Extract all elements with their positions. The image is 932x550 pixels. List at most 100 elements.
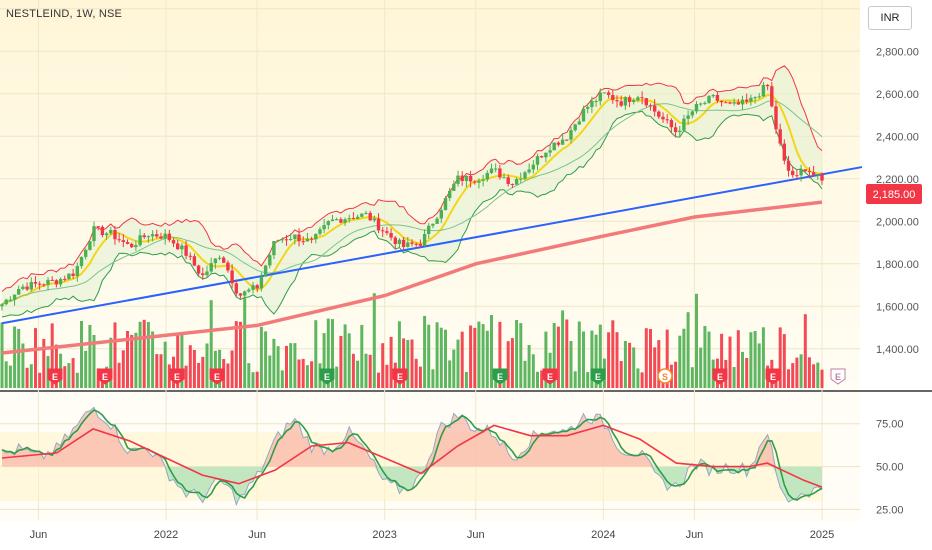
candle-body xyxy=(477,180,481,183)
volume-bar xyxy=(130,334,134,388)
candle-body xyxy=(686,115,690,119)
candle-body xyxy=(653,105,657,112)
volume-bar xyxy=(259,326,263,388)
candle-body xyxy=(724,102,728,104)
candle-body xyxy=(217,257,222,259)
candle-body xyxy=(443,198,448,211)
volume-bar xyxy=(414,358,418,388)
candle-body xyxy=(757,96,761,98)
volume-bar xyxy=(510,338,514,388)
candle-body xyxy=(21,286,25,289)
candle-body xyxy=(531,164,535,170)
time-axis[interactable]: Jun 2022 Jun 2023 Jun 2024 Jun 2025 xyxy=(30,529,835,541)
candle-body xyxy=(163,233,167,239)
price-tick-label: 2,800.00 xyxy=(876,46,919,58)
candle-body xyxy=(226,262,230,271)
volume-bar xyxy=(544,331,548,388)
earnings-marker xyxy=(765,368,781,385)
time-tick-label: Jun xyxy=(467,529,485,541)
time-tick-label: 2022 xyxy=(154,529,178,541)
candle-body xyxy=(171,240,176,244)
volume-bar xyxy=(590,330,594,388)
rsi-axis[interactable]: 25.00 50.00 75.00 xyxy=(876,419,904,517)
candle-body xyxy=(335,219,339,221)
candle-body xyxy=(263,265,268,277)
volume-bar xyxy=(289,343,293,388)
volume-bar xyxy=(816,362,820,388)
candle-body xyxy=(322,225,326,230)
volume-bar xyxy=(552,323,556,388)
volume-bar xyxy=(197,362,201,388)
volume-bar xyxy=(293,343,297,388)
volume-bar xyxy=(653,347,657,388)
volume-bar xyxy=(649,329,652,388)
candle-body xyxy=(782,143,786,161)
candle-body xyxy=(309,238,314,240)
candle-body xyxy=(339,219,343,223)
volume-bar xyxy=(276,346,280,388)
price-axis[interactable]: 1,400.00 1,600.00 1,800.00 2,000.00 2,200.00… xyxy=(876,46,919,356)
last-price-label: 2,185.00 xyxy=(866,184,922,204)
volume-bar xyxy=(377,372,380,388)
candle-body xyxy=(732,102,736,104)
currency-button[interactable]: INR xyxy=(868,6,912,30)
event-marker-label: E xyxy=(835,372,841,382)
volume-bar xyxy=(8,365,12,388)
candle-body xyxy=(548,150,552,153)
volume-bar xyxy=(201,356,205,388)
candle-body xyxy=(314,233,318,240)
price-tick-label: 2,400.00 xyxy=(876,131,919,143)
volume-bars xyxy=(0,293,824,388)
price-tick-label: 1,400.00 xyxy=(876,344,919,356)
candle-body xyxy=(644,98,648,106)
event-marker-label: E xyxy=(397,372,403,382)
candle-body xyxy=(581,108,586,122)
candle-body xyxy=(707,96,711,103)
price-tick-label: 2,200.00 xyxy=(876,174,919,186)
candle-body xyxy=(150,234,155,237)
volume-bar xyxy=(536,371,539,388)
candle-body xyxy=(134,245,138,248)
volume-bar xyxy=(628,342,632,388)
candle-body xyxy=(259,276,264,289)
volume-bar xyxy=(498,321,502,388)
candle-body xyxy=(786,160,791,171)
candle-body xyxy=(711,95,715,97)
candle-body xyxy=(590,101,594,107)
candle-body xyxy=(594,101,598,102)
volume-bar xyxy=(598,324,602,388)
price-candles xyxy=(0,81,824,311)
candle-body xyxy=(627,97,632,102)
candle-body xyxy=(293,234,297,239)
volume-bar xyxy=(460,331,464,388)
candle-body xyxy=(326,221,330,225)
volume-bar xyxy=(264,331,268,388)
candle-body xyxy=(422,234,427,246)
candle-body xyxy=(238,293,243,296)
candle-body xyxy=(673,127,678,133)
candle-body xyxy=(280,239,284,241)
trend-line xyxy=(1,166,863,325)
volume-bar xyxy=(761,327,765,388)
rsi-indicator xyxy=(0,406,823,507)
volume-bar xyxy=(54,344,58,388)
volume-bar xyxy=(741,351,744,388)
candle-body xyxy=(464,175,469,181)
candle-body xyxy=(598,92,602,102)
candle-body xyxy=(556,142,561,145)
volume-bar xyxy=(678,335,682,388)
volume-bar xyxy=(13,326,17,388)
volume-bar xyxy=(632,347,636,388)
candle-body xyxy=(284,239,289,241)
candle-body xyxy=(506,177,510,184)
candle-body xyxy=(364,212,368,214)
volume-bar xyxy=(573,371,577,388)
candle-body xyxy=(774,106,778,130)
rsi-line xyxy=(1,409,823,501)
volume-bar xyxy=(473,327,477,388)
volume-bar xyxy=(594,334,598,388)
volume-bar xyxy=(757,343,761,388)
time-tick-label: Jun xyxy=(248,529,266,541)
